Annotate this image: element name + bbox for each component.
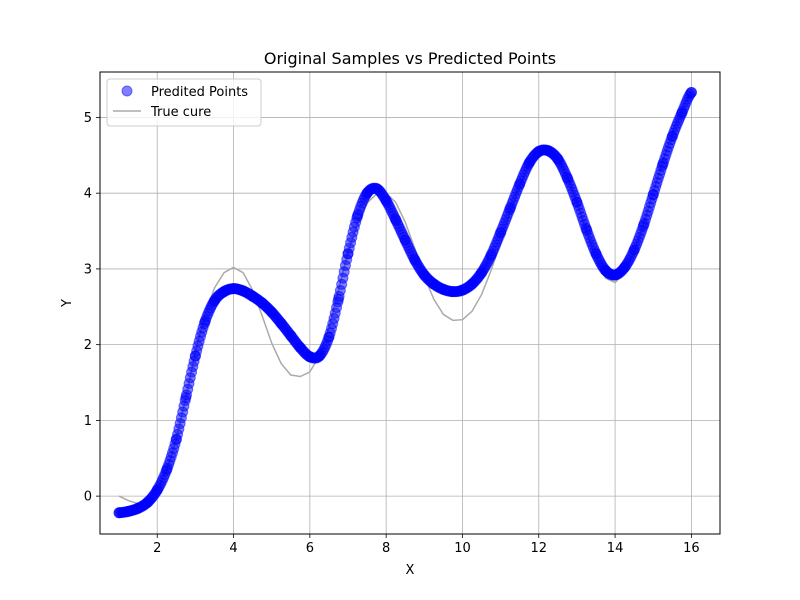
y-axis-label: Y <box>60 299 75 308</box>
x-axis-label: X <box>406 563 415 578</box>
x-tick-label: 16 <box>683 541 700 556</box>
y-tick-label: 2 <box>84 338 92 353</box>
x-tick-label: 2 <box>153 541 161 556</box>
plot-background <box>100 72 720 534</box>
y-tick-label: 1 <box>84 414 92 429</box>
x-tick-label: 14 <box>607 541 624 556</box>
y-tick-label: 4 <box>84 187 92 202</box>
y-tick-label: 0 <box>84 490 92 505</box>
legend-box <box>106 78 262 127</box>
chart-title: Original Samples vs Predicted Points <box>264 49 556 68</box>
predicted-point <box>685 86 697 98</box>
x-tick-label: 12 <box>530 541 547 556</box>
y-tick-label: 5 <box>84 111 92 126</box>
x-tick-label: 6 <box>306 541 314 556</box>
x-tick-label: 4 <box>229 541 237 556</box>
legend-label-true-curve: True cure <box>150 105 211 120</box>
series-layer <box>113 86 697 519</box>
plot-frame <box>99 71 721 535</box>
legend-marker-predicted <box>121 85 133 97</box>
legend-label-predicted: Predited Points <box>151 85 248 100</box>
legend: Predited Points True cure <box>106 78 262 127</box>
x-tick-label: 10 <box>454 541 471 556</box>
x-tick-label: 8 <box>382 541 390 556</box>
y-tick-label: 3 <box>84 262 92 277</box>
